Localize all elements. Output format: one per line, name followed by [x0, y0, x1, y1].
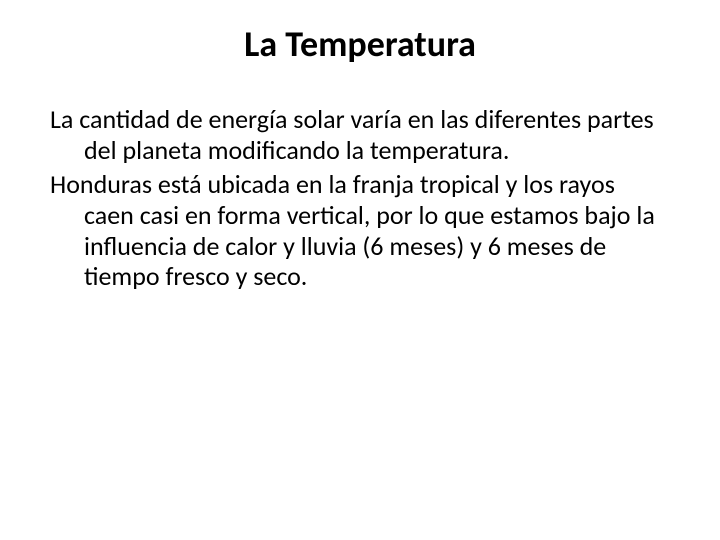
paragraph-1: La cantidad de energía solar varía en la… [50, 104, 670, 165]
slide-title: La Temperatura [50, 22, 670, 66]
paragraph-2: Honduras está ubicada en la franja tropi… [50, 169, 670, 292]
slide-body: La cantidad de energía solar varía en la… [50, 104, 670, 292]
slide-container: La Temperatura La cantidad de energía so… [0, 0, 720, 540]
